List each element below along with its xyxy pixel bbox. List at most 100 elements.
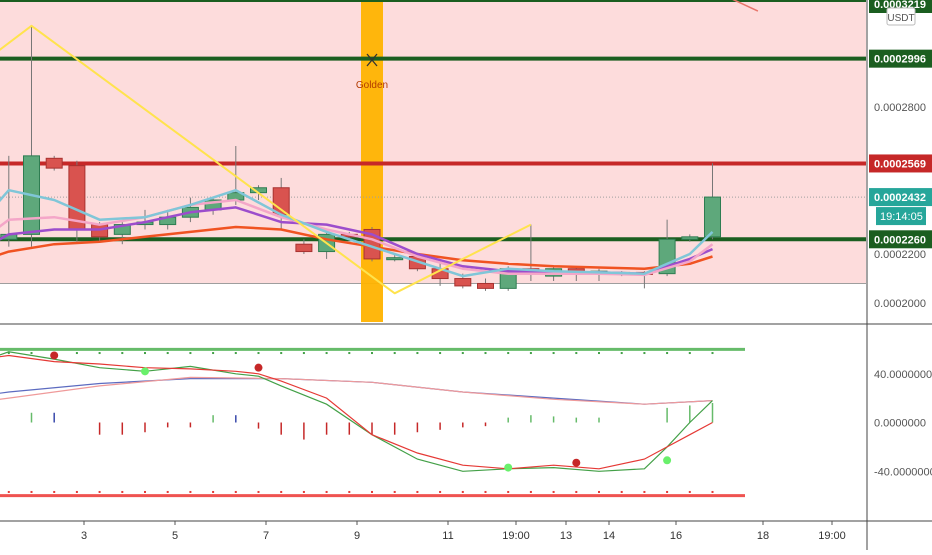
osc-top-dot — [393, 352, 396, 355]
countdown-box — [876, 207, 926, 226]
osc-bottom-dot — [30, 490, 33, 493]
osc-top-dot — [144, 352, 146, 355]
candle-body-20 — [386, 257, 404, 261]
price-label-text: 0.0002569 — [874, 158, 926, 170]
osc-series-line-1 — [0, 376, 713, 405]
osc-bottom-dot — [7, 490, 10, 493]
osc-top-dot — [575, 352, 578, 355]
osc-bottom-dot — [461, 490, 464, 493]
osc-bottom-dot — [325, 490, 328, 493]
time-axis-tick: 18 — [757, 530, 769, 542]
osc-top-dot — [280, 352, 283, 355]
osc-bottom-dot — [371, 490, 373, 493]
price-label-text: 0.0002996 — [874, 54, 926, 66]
time-axis-tick: 3 — [81, 530, 87, 542]
osc-bottom-dot — [688, 490, 691, 493]
price-series-line-2 — [0, 198, 714, 277]
osc-bottom-dot — [711, 490, 714, 493]
price-label-text: 0.0002432 — [874, 192, 926, 204]
osc-bottom-dot — [212, 490, 215, 493]
price-axis-tick: 0.0002000 — [874, 298, 926, 310]
osc-top-dot — [688, 352, 691, 355]
osc-series-line-3 — [0, 354, 713, 470]
price-label-last: 0.0002432 — [869, 188, 932, 207]
osc-bottom-dot — [393, 490, 396, 493]
oscillator-pane — [0, 347, 745, 498]
osc-top-dot — [643, 352, 646, 355]
osc-bottom-dot — [416, 490, 419, 493]
price-label-line2260: 0.0002260 — [869, 230, 932, 249]
golden-cross-marker-b — [366, 53, 378, 67]
osc-bottom-dot — [121, 490, 124, 493]
osc-top-dot — [325, 352, 328, 355]
time-axis-tick: 16 — [670, 530, 682, 542]
price-series-line-0 — [0, 225, 713, 270]
price-label-box — [869, 0, 932, 13]
osc-top-dot — [166, 352, 169, 355]
osc-cross-dot-2 — [141, 367, 149, 376]
osc-bottom-dot — [620, 490, 623, 493]
currency-badge: USDT — [886, 7, 916, 26]
osc-bottom-dot — [552, 490, 555, 493]
osc-axis-tick: 0.0000000 — [874, 418, 926, 430]
osc-top-dot — [121, 352, 124, 355]
time-axis-tick: 7 — [263, 530, 269, 542]
osc-bottom-dot — [189, 490, 192, 493]
osc-top-dot — [416, 352, 419, 355]
price-label-text: 0.0002260 — [874, 234, 926, 246]
osc-top-dot — [666, 352, 669, 355]
osc-bottom-dot — [280, 490, 283, 493]
osc-top-dot — [507, 352, 510, 355]
osc-top-dot — [257, 352, 260, 355]
candle-body-23 — [454, 278, 472, 287]
osc-top-dot — [529, 352, 532, 355]
price-label-line2569: 0.0002569 — [869, 154, 932, 173]
countdown-text: 19:14:05 — [880, 211, 923, 223]
osc-top-dot — [302, 352, 305, 355]
time-axis-tick: 13 — [560, 530, 572, 542]
price-label-box — [869, 154, 932, 173]
candle-body-16 — [295, 243, 313, 253]
price-label-box — [869, 49, 932, 68]
time-axis-tick: 11 — [442, 530, 453, 542]
osc-bottom-dot — [598, 490, 600, 493]
time-axis-tick: 5 — [172, 530, 178, 542]
osc-bottom-dot — [643, 490, 646, 493]
osc-top-dot — [620, 352, 623, 355]
osc-top-dot — [552, 352, 555, 355]
osc-bottom-dot — [484, 490, 487, 493]
osc-top-dot — [711, 352, 714, 355]
price-label-top: 0.0003219 — [869, 0, 932, 13]
osc-bottom-dot — [166, 490, 169, 493]
price-series-line-3 — [0, 188, 714, 278]
price-axis-tick: 0.0002200 — [874, 249, 926, 261]
osc-cross-dot-5 — [572, 458, 581, 467]
price-axis-tick: 0.0002800 — [874, 102, 926, 114]
osc-top-dot — [371, 352, 373, 355]
candle-body-5 — [45, 157, 63, 169]
osc-top-dot — [30, 352, 33, 355]
osc-top-dot — [98, 352, 101, 355]
osc-top-dot — [212, 352, 215, 355]
osc-bottom-dot — [75, 490, 78, 493]
time-axis-tick: 9 — [354, 530, 360, 542]
currency-badge-text: USDT — [887, 13, 914, 24]
time-axis-tick: 14 — [603, 530, 615, 542]
time-axis-tick: 19:00 — [502, 530, 530, 542]
osc-top-dot — [439, 352, 442, 355]
osc-top-dot — [7, 352, 10, 355]
osc-cross-dot-1 — [50, 351, 59, 360]
price-label-box — [869, 230, 932, 249]
osc-bottom-dot — [257, 490, 260, 493]
countdown-label: 19:14:05 — [876, 207, 926, 226]
osc-bottom-dot — [234, 490, 237, 493]
osc-axis-tick: 40.0000000 — [874, 369, 932, 381]
osc-axis-tick: -40.0000000 — [874, 466, 932, 478]
osc-bottom-dot — [529, 490, 532, 493]
candle-body-34 — [704, 196, 721, 238]
osc-top-dot — [461, 352, 464, 355]
price-pane: Golden — [0, 0, 866, 322]
candle-body-24 — [477, 282, 494, 289]
